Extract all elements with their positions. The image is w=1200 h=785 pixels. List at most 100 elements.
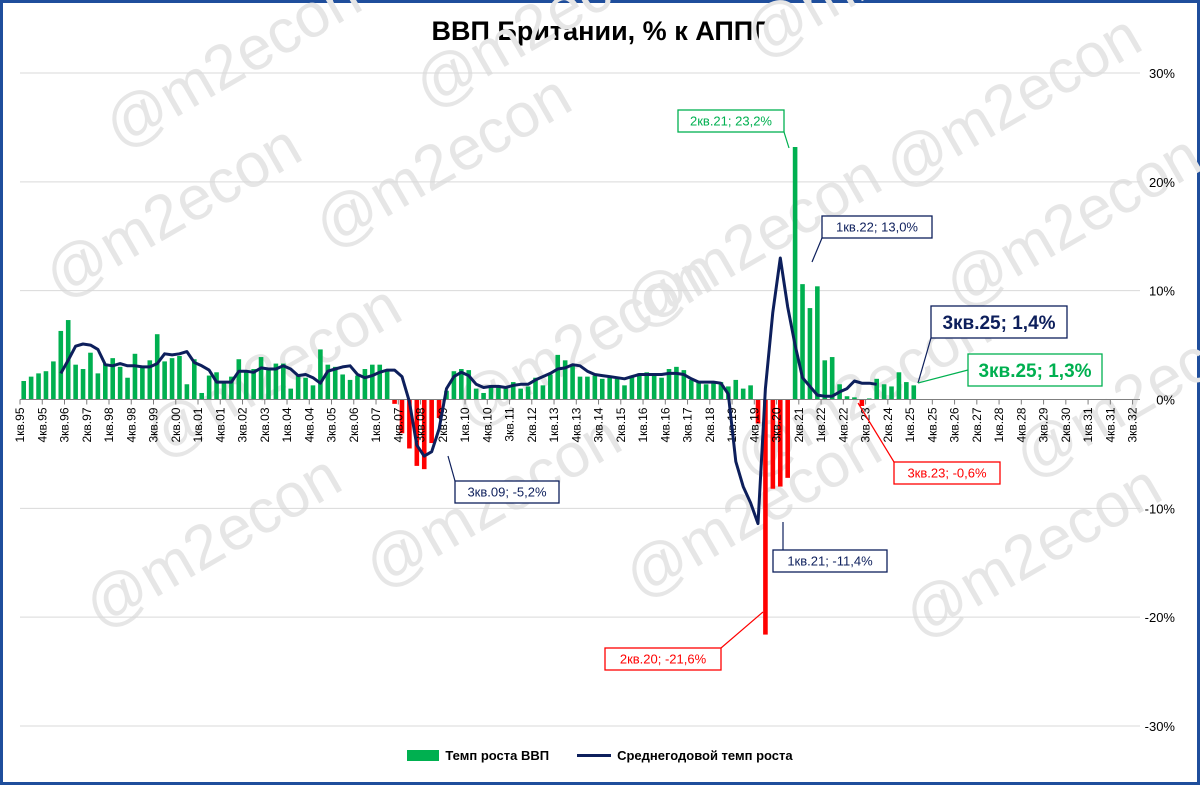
bar xyxy=(459,369,464,400)
bar xyxy=(58,330,64,400)
bar xyxy=(740,388,746,400)
x-tick-label: 2кв.30 xyxy=(1059,407,1073,442)
x-tick-label: 4кв.13 xyxy=(569,407,583,442)
watermark-text: @m2econ xyxy=(73,441,353,643)
bar xyxy=(696,382,701,400)
watermark-text: @m2econ xyxy=(33,111,313,313)
legend-bar-swatch xyxy=(407,750,440,761)
bar xyxy=(637,373,642,400)
y-tick-label: 20% xyxy=(1149,175,1175,190)
x-tick-label: 1кв.13 xyxy=(547,407,561,442)
bar xyxy=(132,353,138,400)
bar xyxy=(192,359,197,400)
bar xyxy=(607,377,612,400)
bar xyxy=(229,376,234,400)
x-tick-label: 4кв.25 xyxy=(925,407,939,442)
legend-label-line: Среднегодовой темп роста xyxy=(617,748,793,763)
bar xyxy=(473,388,479,400)
annotation-box xyxy=(772,549,888,573)
bar xyxy=(488,385,494,400)
bar xyxy=(117,366,123,400)
x-tick-label: 3кв.29 xyxy=(1037,407,1051,442)
bar xyxy=(874,378,879,400)
annotation-label: 2кв.20; -21,6% xyxy=(620,652,707,667)
annotation-box xyxy=(604,647,722,671)
bar xyxy=(214,372,219,400)
x-tick-label: 2кв.97 xyxy=(80,407,94,442)
x-tick-label: 2кв.21 xyxy=(792,407,806,442)
bar xyxy=(510,382,516,400)
series-line xyxy=(59,256,877,526)
bar xyxy=(325,364,331,400)
bar xyxy=(748,385,753,400)
x-tick-label: 3кв.11 xyxy=(503,407,517,441)
bar xyxy=(852,397,857,400)
bar xyxy=(562,360,568,400)
bar xyxy=(273,363,279,400)
annotation-pointer xyxy=(917,337,932,384)
x-tick-label: 2кв.00 xyxy=(169,407,183,442)
bar xyxy=(800,284,805,400)
bar xyxy=(125,377,130,400)
bar xyxy=(518,388,523,400)
annotation-pointer xyxy=(917,369,969,384)
x-tick-label: 1кв.98 xyxy=(102,407,116,442)
bar xyxy=(889,386,894,400)
bar xyxy=(347,379,353,400)
bar xyxy=(540,385,546,400)
bar xyxy=(904,382,909,400)
bar xyxy=(822,360,828,400)
x-tick-label: 4кв.07 xyxy=(391,407,405,442)
bar xyxy=(340,374,345,400)
bar xyxy=(162,361,167,400)
legend-item-bars: Темп роста ВВП xyxy=(407,748,549,763)
bar xyxy=(503,388,509,400)
bar xyxy=(881,384,887,400)
bar xyxy=(28,376,34,400)
chart-title: ВВП Британии, % к АППГ xyxy=(431,16,769,46)
bar xyxy=(481,392,486,400)
bar xyxy=(666,369,672,400)
bar xyxy=(451,371,457,400)
x-tick-label: 4кв.19 xyxy=(747,407,761,442)
annotation-pointer xyxy=(783,131,790,149)
x-tick-label: 3кв.14 xyxy=(592,407,606,442)
annotation-pointer xyxy=(811,237,823,263)
bar xyxy=(866,398,872,400)
annotation-label: 1кв.21; -11,4% xyxy=(787,554,873,569)
annotation-label: 2кв.21; 23,2% xyxy=(690,114,772,129)
bar xyxy=(659,377,664,400)
bar xyxy=(755,399,761,424)
x-tick-label: 3кв.20 xyxy=(770,407,784,442)
bar xyxy=(377,364,383,400)
bar xyxy=(681,370,687,400)
bar xyxy=(421,399,427,470)
y-tick-label: 30% xyxy=(1149,66,1175,81)
x-tick-label: 2кв.24 xyxy=(881,407,895,442)
bar xyxy=(221,380,227,400)
annotation-box xyxy=(893,461,1001,485)
bar xyxy=(548,374,553,400)
bar xyxy=(318,349,323,400)
annotation-pointer xyxy=(447,455,456,482)
bar xyxy=(718,382,724,400)
bar xyxy=(733,379,739,400)
bar xyxy=(785,399,790,478)
bar xyxy=(570,365,575,400)
bar xyxy=(688,379,694,400)
y-tick-label: -20% xyxy=(1145,610,1176,625)
bar xyxy=(622,385,627,400)
bar xyxy=(310,385,316,400)
x-tick-label: 2кв.06 xyxy=(347,407,361,442)
bar xyxy=(370,364,375,400)
y-tick-label: 0% xyxy=(1156,393,1175,408)
legend-line-swatch xyxy=(577,754,612,757)
bar xyxy=(414,399,420,466)
annotation-box xyxy=(677,109,785,133)
annotation-label: 3кв.25; 1,4% xyxy=(942,313,1055,334)
x-tick-label: 2кв.18 xyxy=(703,407,717,442)
bar xyxy=(533,377,538,400)
bar xyxy=(777,399,783,487)
bar xyxy=(243,372,249,400)
